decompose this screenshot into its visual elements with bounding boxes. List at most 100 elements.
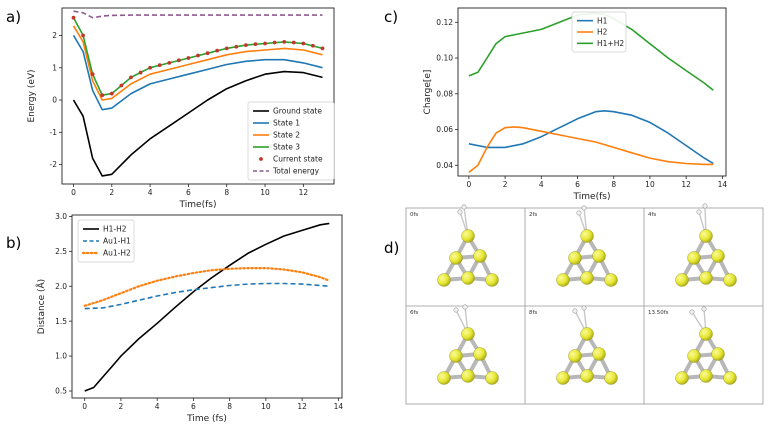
current-state-point	[176, 58, 181, 63]
current-state-point	[205, 51, 210, 56]
gold-atom	[485, 371, 499, 385]
snapshot-grid: 0fs 2fs 4fs 6fs 8fs 13.50fs	[405, 203, 764, 405]
hydrogen-atom	[453, 307, 459, 313]
series-line-total-energy	[73, 10, 323, 19]
x-tick-label: 4	[155, 402, 160, 411]
gold-atom	[461, 327, 475, 341]
gold-atom	[723, 371, 737, 385]
legend-box	[571, 11, 627, 53]
y-tick-label: 2.5	[55, 247, 67, 256]
hydrogen-atom	[461, 204, 467, 210]
hydrogen-atom	[696, 209, 702, 215]
hydrogen-atom	[462, 304, 468, 310]
gold-atom	[592, 249, 606, 263]
x-tick-label: 10	[260, 188, 270, 197]
x-tick-label: 4	[148, 188, 153, 197]
snapshot-frame: 0fs	[410, 204, 499, 287]
x-tick-label: 10	[261, 402, 271, 411]
gold-atom	[604, 371, 618, 385]
hydrogen-atom	[457, 209, 463, 215]
snapshot-frame: 2fs	[529, 205, 618, 287]
plot-frame	[61, 7, 335, 185]
legend-label-current-state: Current state	[273, 155, 323, 164]
current-state-point	[215, 48, 220, 53]
gold-atom	[461, 271, 475, 285]
current-state-point	[167, 60, 172, 65]
snapshot-frame: 6fs	[410, 304, 499, 385]
legend-swatch-current-state	[259, 157, 263, 161]
gold-atom	[687, 349, 701, 363]
x-tick-label: 6	[575, 180, 580, 189]
snapshot-time-label: 2fs	[529, 212, 537, 218]
gold-atom	[711, 347, 725, 361]
gold-atom	[580, 229, 594, 243]
gold-atom	[556, 371, 570, 385]
x-tick-label: 10	[645, 180, 655, 189]
legend-label-state-3: State 3	[273, 143, 300, 152]
snapshot-time-label: 0fs	[410, 212, 418, 218]
panel-d-label: d)	[384, 239, 399, 257]
hydrogen-atom	[702, 203, 708, 209]
current-state-point	[234, 44, 239, 49]
x-tick-label: 2	[119, 402, 124, 411]
y-tick-label: 2	[52, 31, 57, 40]
x-tick-label: 0	[466, 180, 471, 189]
current-state-point	[301, 41, 306, 46]
x-tick-label: 8	[227, 402, 232, 411]
current-state-point	[320, 46, 325, 51]
gold-atom	[568, 349, 582, 363]
distance-chart: 0 2 4 6 8 10 12 14 0.5 1.0 1.5 2.0 2.5 3.0 Time (fs) Di…	[35, 212, 343, 424]
current-state-point	[224, 46, 229, 51]
gold-atom	[449, 349, 463, 363]
legend-label-au1-h2: Au1-H2	[103, 249, 131, 258]
plot-frame	[71, 214, 343, 399]
gold-atom	[473, 347, 487, 361]
current-state-point	[119, 83, 124, 88]
current-state-point	[81, 33, 85, 38]
current-state-point	[129, 75, 133, 80]
current-state-point	[148, 65, 153, 70]
gold-atom	[461, 369, 475, 383]
gold-atom	[556, 273, 570, 287]
legend: H1-H2 Au1-H1 Au1-H2	[77, 219, 135, 263]
series-line-h1-h2	[84, 222, 330, 392]
hydrogen-atom	[576, 210, 582, 216]
gold-atom	[687, 251, 701, 265]
gold-atom	[449, 251, 463, 265]
x-tick-label: 14	[718, 180, 728, 189]
legend: H1 H2 H1+H2	[571, 11, 627, 53]
x-axis-label: Time(fs)	[179, 200, 217, 210]
y-tick-label: 1	[52, 63, 57, 72]
snapshot-time-label: 4fs	[648, 212, 656, 218]
y-tick-label: 0.04	[436, 161, 453, 170]
x-tick-label: 0	[71, 188, 76, 197]
gold-atom	[711, 249, 725, 263]
y-tick-label: 2.0	[55, 282, 67, 291]
gold-atom	[568, 251, 582, 265]
series-line-au1-h2	[83, 267, 331, 307]
gold-atom	[699, 327, 713, 341]
y-tick-label: 0.08	[436, 89, 453, 98]
hydrogen-atom	[689, 309, 695, 315]
current-state-point	[253, 42, 258, 47]
gold-atom	[699, 369, 713, 383]
snapshot-time-label: 6fs	[410, 310, 418, 316]
legend-label-h1-h2: H1-H2	[103, 225, 127, 234]
current-state-point	[311, 43, 315, 48]
series-line-h2	[468, 126, 714, 174]
legend: Ground state State 1 State 2 State 3 Current…	[247, 101, 335, 181]
gold-atom	[580, 369, 594, 383]
legend-label-state-2: State 2	[273, 131, 300, 140]
y-tick-label: 0.5	[55, 387, 67, 396]
x-tick-label: 8	[611, 180, 616, 189]
current-state-point	[138, 70, 143, 75]
hydrogen-atom	[581, 205, 587, 211]
series-line-ground-state	[72, 70, 323, 177]
current-state-point	[263, 41, 267, 46]
current-state-point	[282, 40, 287, 44]
current-state-point	[90, 72, 95, 77]
current-state-point	[291, 40, 296, 45]
gold-atom	[473, 249, 487, 263]
x-axis-label: Time (fs)	[186, 414, 227, 424]
